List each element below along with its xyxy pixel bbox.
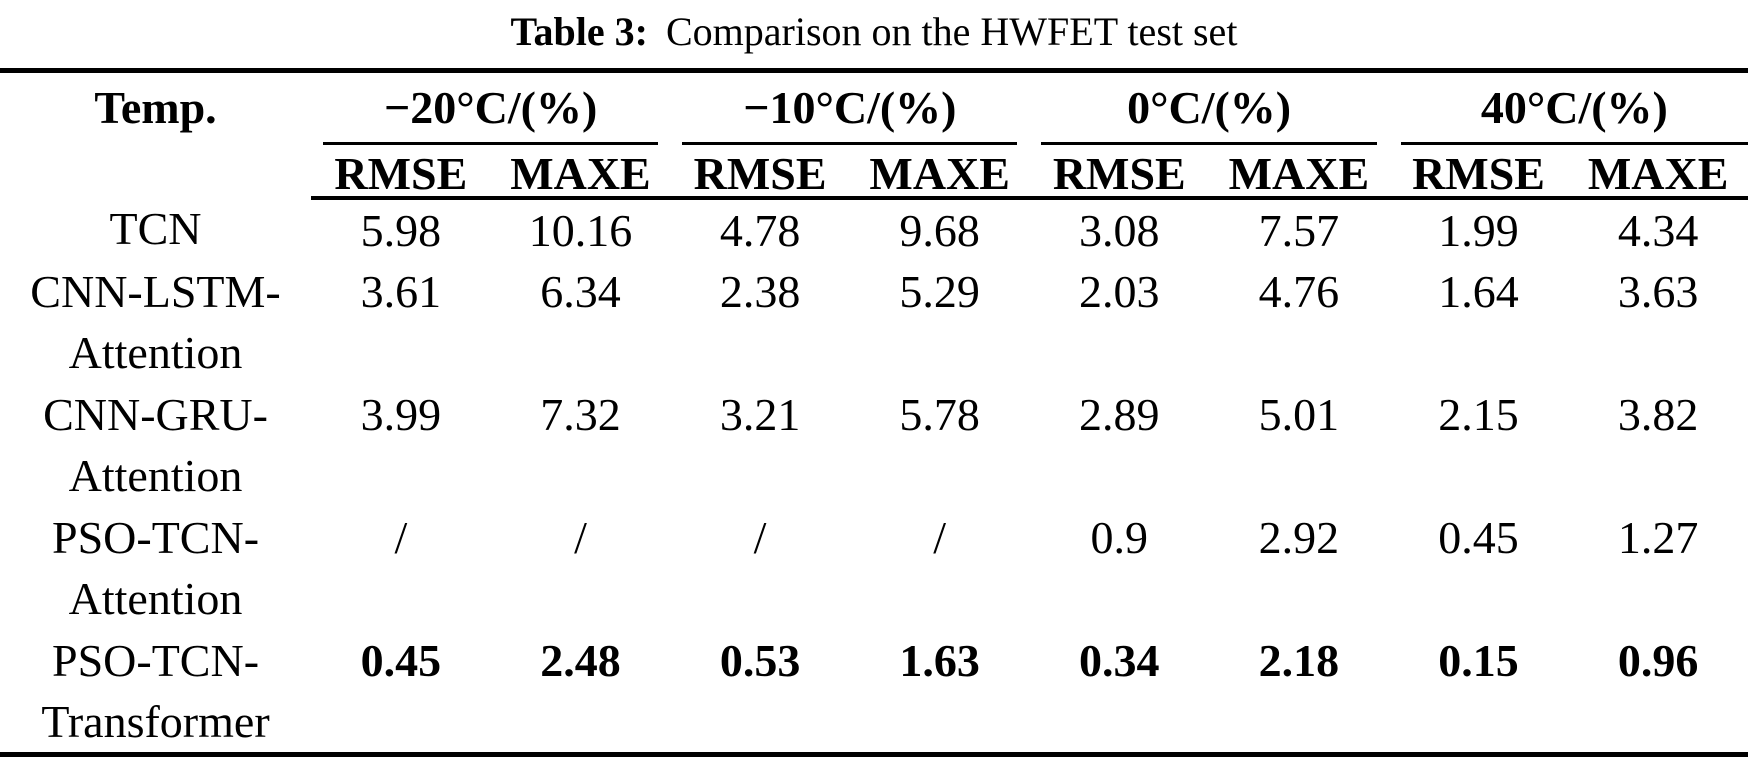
model-name-line: PSO-TCN-: [52, 511, 260, 563]
value-cell: 10.16: [528, 204, 633, 256]
value-cell: 3.63: [1617, 265, 1699, 317]
model-name-line: Attention: [68, 326, 243, 378]
subheader-maxe: MAXE: [1209, 146, 1389, 200]
subheader-rmse: RMSE: [670, 146, 850, 200]
value-cell: 3.08: [1079, 204, 1160, 256]
table-row: CNN-GRU- Attention 3.99 7.32 3.21 5.78 2…: [0, 384, 1748, 507]
value-cell: 5.01: [1258, 388, 1340, 440]
value-cell: 2.89: [1079, 388, 1160, 440]
value-cell: /: [933, 511, 947, 563]
value-cell: 2.92: [1258, 511, 1340, 563]
value-cell: /: [574, 511, 587, 563]
value-cell: 9.68: [899, 204, 980, 256]
table-row-best-model: PSO-TCN- Transformer 0.45 2.48 0.53 1.63…: [0, 630, 1748, 755]
value-cell: /: [753, 511, 767, 563]
subheader-rmse: RMSE: [311, 146, 491, 200]
table-row: TCN 5.98 10.16 4.78 9.68 3.08 7.57 1.99 …: [0, 198, 1748, 261]
subheader-maxe: MAXE: [849, 146, 1030, 200]
value-cell: 5.29: [899, 265, 980, 317]
group-header-40: 40°C/(%): [1389, 71, 1748, 147]
value-cell: 5.78: [899, 388, 980, 440]
group-header-minus20-label: −20°C/(%): [323, 73, 659, 145]
value-cell: 2.48: [540, 634, 621, 686]
value-cell: 1.27: [1617, 511, 1699, 563]
value-cell: 0.15: [1438, 634, 1519, 686]
value-cell: 0.53: [719, 634, 801, 686]
value-cell: 0.45: [1438, 511, 1519, 563]
model-cell: PSO-TCN- Transformer: [0, 630, 311, 755]
value-cell: 1.64: [1438, 265, 1519, 317]
model-name-line: Attention: [68, 449, 243, 501]
group-header-minus10: −10°C/(%): [670, 71, 1029, 147]
value-cell: 7.32: [540, 388, 621, 440]
comparison-table: Temp. −20°C/(%) −10°C/(%) 0°C/(%) 40°C/(…: [0, 68, 1748, 757]
subheader-maxe: MAXE: [490, 146, 671, 200]
value-cell: 3.82: [1617, 388, 1699, 440]
group-header-0: 0°C/(%): [1029, 71, 1388, 147]
value-cell: 4.78: [719, 204, 801, 256]
value-cell: 4.76: [1258, 265, 1340, 317]
value-cell: 0.9: [1090, 511, 1149, 563]
value-cell: 2.15: [1438, 388, 1519, 440]
model-cell: TCN: [0, 198, 311, 261]
group-header-row: Temp. −20°C/(%) −10°C/(%) 0°C/(%) 40°C/(…: [0, 71, 1748, 147]
model-name-line: CNN-GRU-: [43, 388, 268, 440]
model-name-line: PSO-TCN-: [52, 634, 260, 686]
model-name-line: Transformer: [41, 695, 270, 747]
sub-header-row: RMSE MAXE RMSE MAXE RMSE MAXE RMSE MAXE: [0, 146, 1748, 200]
caption-text: Comparison on the HWFET test set: [666, 9, 1238, 54]
model-cell: CNN-GRU- Attention: [0, 384, 311, 507]
model-name-line: TCN: [109, 202, 202, 254]
value-cell: 5.98: [360, 204, 442, 256]
model-name-line: Attention: [68, 572, 243, 624]
value-cell: 1.99: [1438, 204, 1519, 256]
value-cell: 3.61: [360, 265, 442, 317]
group-header-minus20: −20°C/(%): [311, 71, 670, 147]
value-cell: 3.21: [719, 388, 801, 440]
caption-label: Table 3:: [510, 9, 648, 54]
model-cell: CNN-LSTM- Attention: [0, 261, 311, 384]
subheader-rmse: RMSE: [1388, 146, 1569, 200]
model-cell: PSO-TCN- Attention: [0, 507, 311, 630]
value-cell: 2.38: [719, 265, 801, 317]
value-cell: 4.34: [1617, 204, 1699, 256]
value-cell: 1.63: [899, 634, 980, 686]
table-row: PSO-TCN- Attention / / / / 0.9 2.92 0.45…: [0, 507, 1748, 630]
group-header-40-label: 40°C/(%): [1400, 73, 1748, 145]
group-header-0-label: 0°C/(%): [1041, 73, 1377, 145]
value-cell: 2.03: [1079, 265, 1160, 317]
temp-column-header: Temp.: [94, 82, 217, 133]
value-cell: /: [394, 511, 408, 563]
group-header-minus10-label: −10°C/(%): [682, 73, 1018, 145]
value-cell: 2.18: [1258, 634, 1340, 686]
value-cell: 0.34: [1079, 634, 1160, 686]
table-row: CNN-LSTM- Attention 3.61 6.34 2.38 5.29 …: [0, 261, 1748, 384]
subheader-maxe: MAXE: [1568, 146, 1748, 200]
subheader-rmse: RMSE: [1029, 146, 1210, 200]
value-cell: 0.45: [360, 634, 442, 686]
model-name-line: CNN-LSTM-: [30, 265, 281, 317]
value-cell: 7.57: [1258, 204, 1340, 256]
value-cell: 3.99: [360, 388, 442, 440]
value-cell: 6.34: [540, 265, 621, 317]
value-cell: 0.96: [1617, 634, 1699, 686]
table-caption: Table 3: Comparison on the HWFET test set: [0, 0, 1748, 68]
